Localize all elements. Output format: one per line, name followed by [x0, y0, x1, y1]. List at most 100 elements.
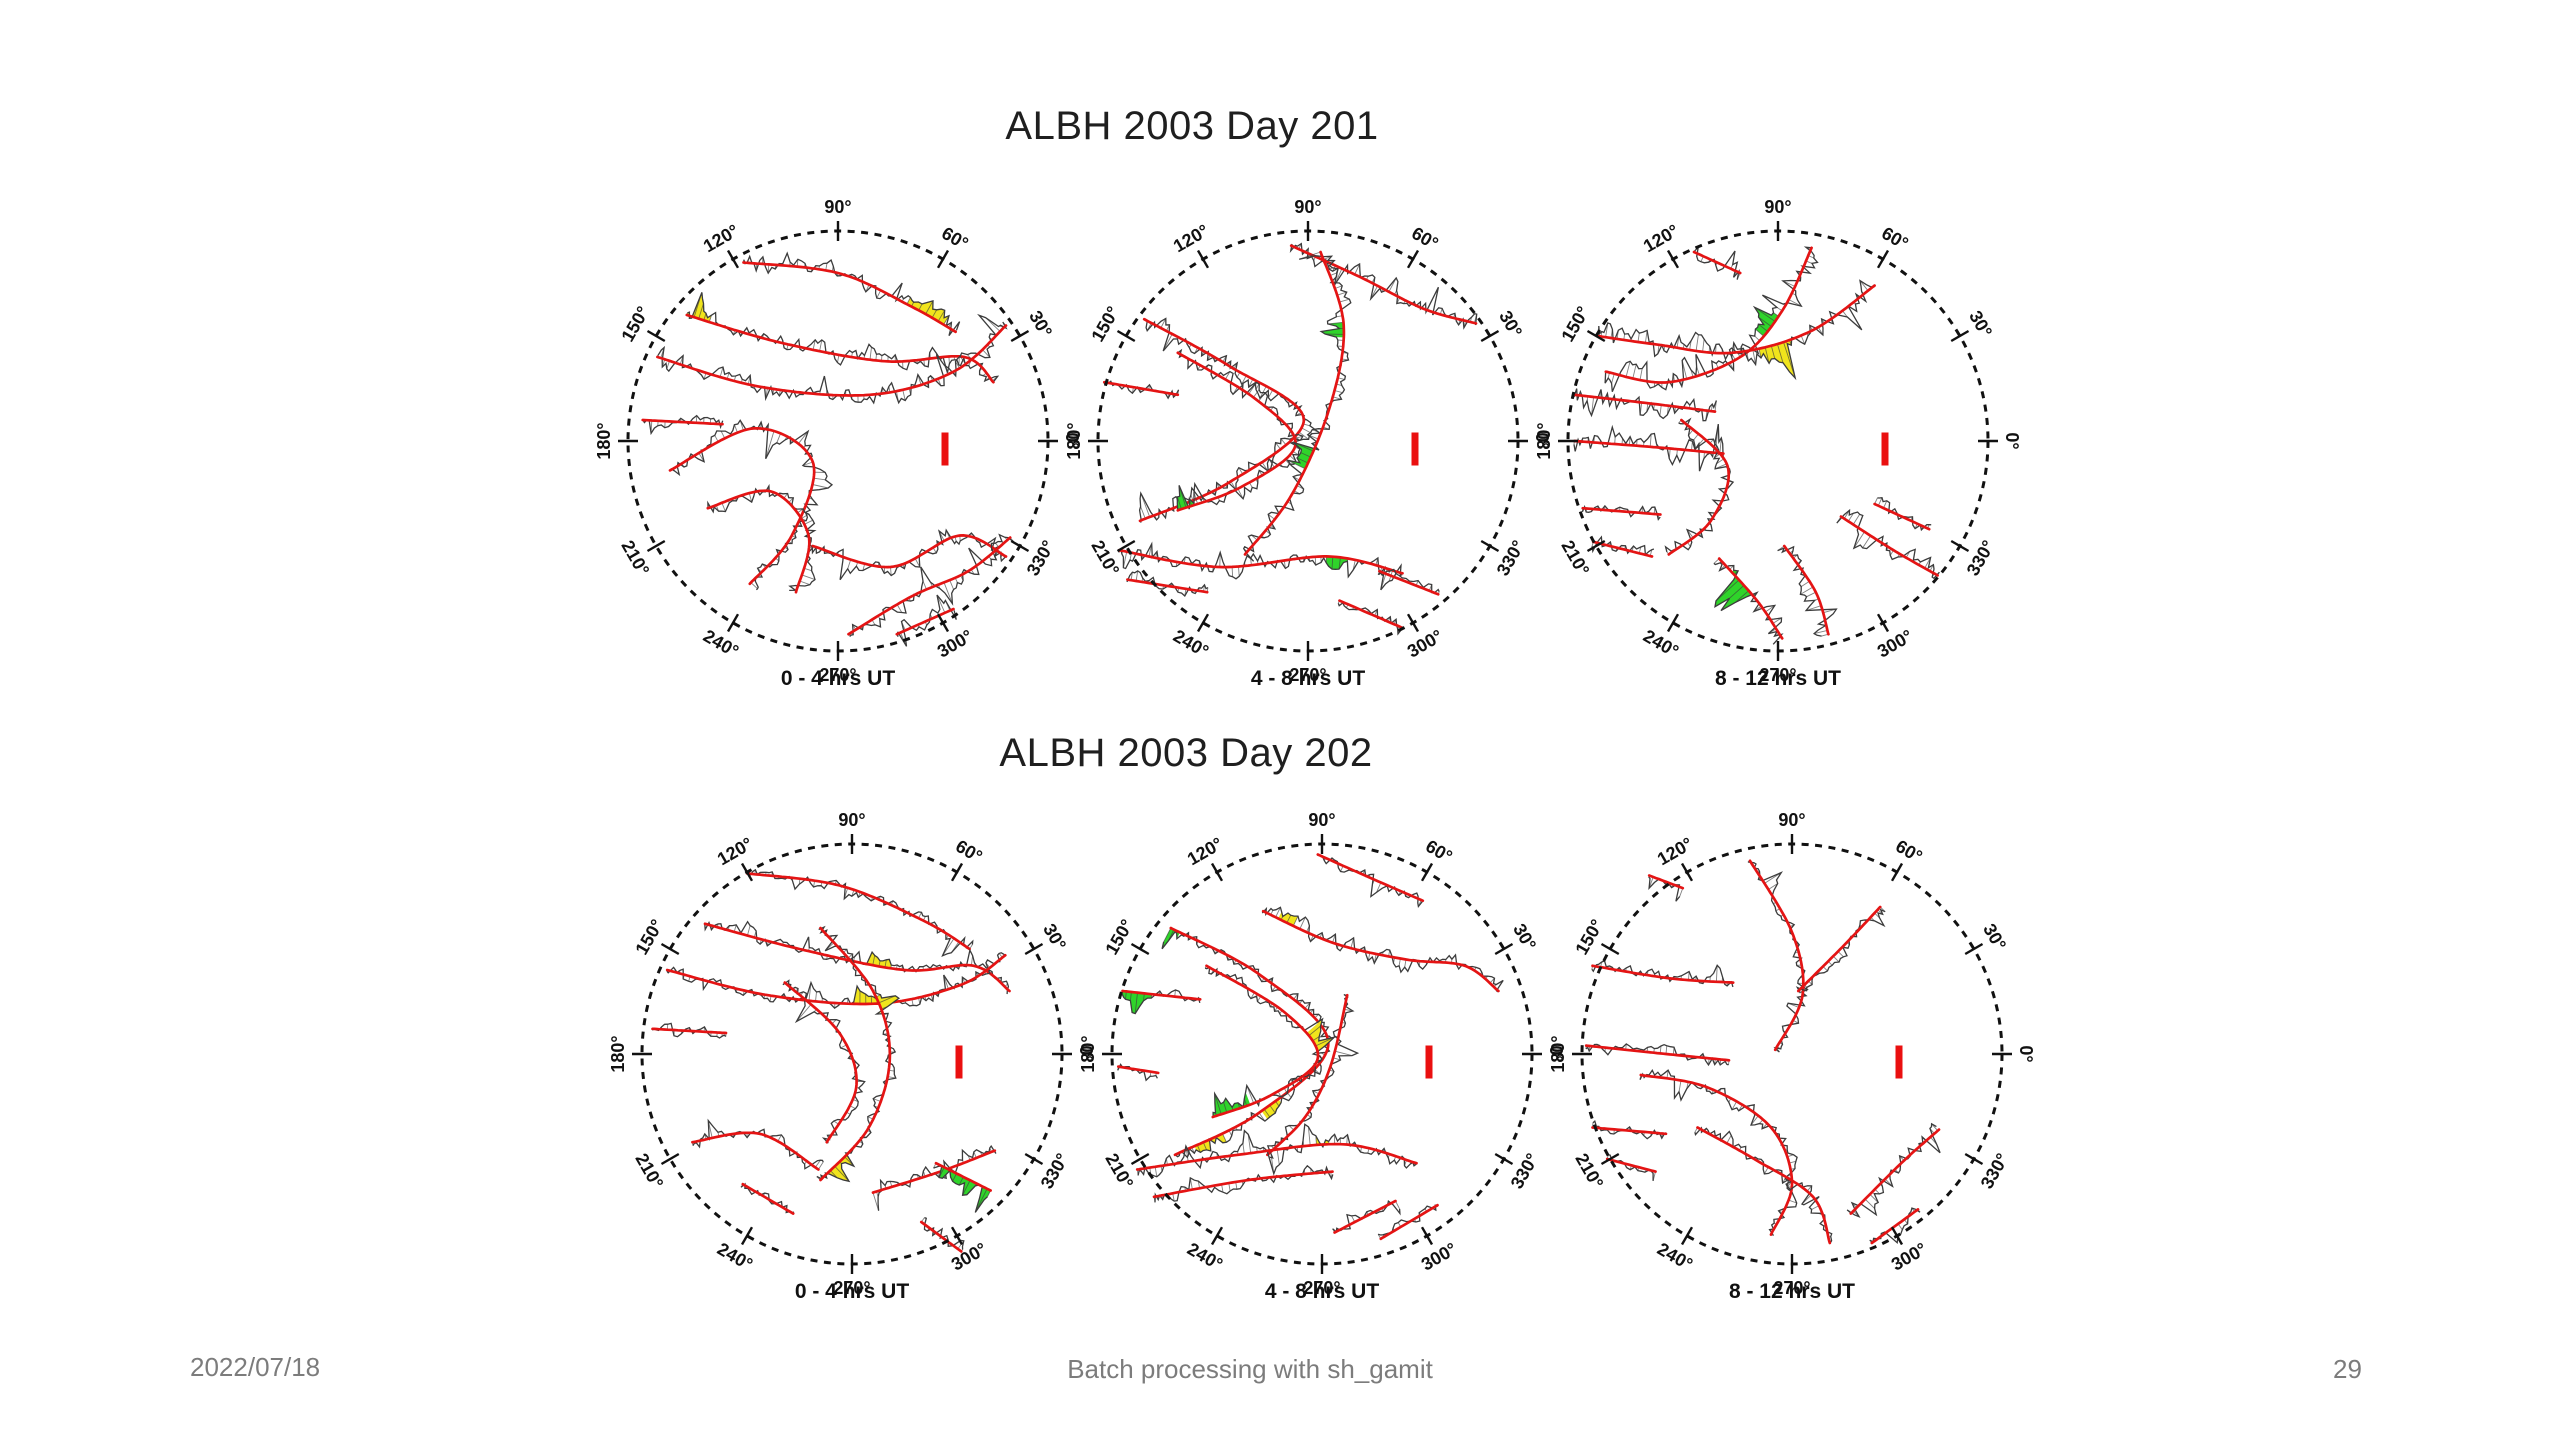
sky-plot-day201-8-12: 0° 30° 60° 90° 120° 150° 180° 210° 240° 270° 300° 3… — [1534, 197, 2022, 685]
residual-fill-negative — [1278, 911, 1298, 926]
slide-title-day201: ALBH 2003 Day 201 — [1005, 104, 1379, 148]
track-red-line — [1584, 1044, 1731, 1062]
azimuth-tick — [1964, 1152, 1984, 1166]
azimuth-tick — [1666, 249, 1680, 269]
residual-trace — [1103, 380, 1180, 400]
track — [1713, 557, 1784, 645]
residual-hatch — [1777, 545, 1837, 637]
residual-scale-bar — [1895, 1045, 1903, 1079]
azimuth-label: 30° — [1509, 920, 1540, 954]
track-red-line — [1135, 1142, 1418, 1171]
satellite-tracks — [1102, 242, 1478, 636]
azimuth-label: 180° — [1078, 1035, 1098, 1072]
residual-fill-positive — [1326, 556, 1348, 570]
residual-hatch — [1606, 1154, 1656, 1182]
track — [1605, 1154, 1657, 1182]
azimuth-label: 0° — [2002, 432, 2022, 449]
azimuth-label: 210° — [1571, 1150, 1607, 1192]
track-red-line — [641, 418, 724, 426]
azimuth-tick — [646, 329, 666, 343]
azimuth-label: 210° — [1101, 1150, 1137, 1192]
track — [1692, 245, 1742, 280]
residual-trace — [1317, 854, 1424, 909]
track — [1121, 989, 1202, 1015]
residual-scale-bar — [955, 1045, 963, 1079]
track-red-line — [1581, 506, 1662, 516]
track — [871, 1144, 997, 1211]
residual-trace — [1877, 496, 1932, 532]
residual-fill-positive — [938, 1164, 991, 1213]
track — [1261, 906, 1504, 993]
track-red-line — [871, 1149, 997, 1194]
slide-title-day202: ALBH 2003 Day 202 — [999, 731, 1373, 775]
azimuth-label: 240° — [1654, 1239, 1696, 1275]
track-red-line — [1261, 909, 1500, 993]
azimuth-label: 150° — [1571, 916, 1607, 958]
azimuth-tick — [1420, 1226, 1434, 1246]
azimuth-tick — [646, 539, 666, 553]
azimuth-tick — [1024, 1152, 1044, 1166]
track-red-line — [1102, 380, 1180, 397]
plot-caption-day202-4-8: 4 - 8 hrs UT — [1264, 1280, 1380, 1303]
track-red-line — [706, 489, 811, 594]
residual-trace — [811, 528, 1007, 581]
azimuth-tick — [1196, 249, 1210, 269]
residual-scale-bar — [1881, 432, 1889, 466]
sky-plot-day202-0-4: 0°30°60°90°120°150°180°210°240°270°300°3… — [608, 810, 1096, 1298]
track — [1572, 423, 1725, 472]
track-red-line — [819, 926, 892, 1182]
satellite-tracks — [651, 868, 1011, 1253]
track-red-line — [1639, 1073, 1794, 1236]
azimuth-tick — [1420, 862, 1434, 882]
residual-hatch — [691, 1120, 824, 1170]
azimuth-tick — [660, 1152, 680, 1166]
track — [1337, 599, 1404, 636]
azimuth-label: 150° — [1087, 303, 1123, 345]
track — [703, 920, 1011, 995]
track — [1591, 1120, 1668, 1140]
azimuth-label: 270° — [1303, 1278, 1340, 1298]
track-red-line — [1796, 905, 1882, 993]
residual-trace — [1604, 246, 1819, 392]
azimuth-tick — [1130, 942, 1150, 956]
azimuth-tick — [1480, 539, 1500, 553]
azimuth-tick — [936, 613, 950, 633]
track-red-line — [1121, 989, 1202, 1001]
residual-fill-positive — [1212, 1092, 1251, 1118]
track-red-line — [1596, 284, 1876, 355]
azimuth-label: 270° — [819, 665, 856, 685]
track-red-line — [1117, 548, 1404, 575]
azimuth-tick — [1494, 1152, 1514, 1166]
azimuth-tick — [1024, 942, 1044, 956]
track — [1869, 1207, 1921, 1245]
sky-plot-day202-8-12: 0° 30° 60° 90° 120° 150° 180° 210° 240° 270° 300° 3… — [1548, 810, 2036, 1298]
residual-hatch — [686, 292, 998, 382]
track — [847, 533, 1014, 637]
residual-hatch — [1666, 419, 1734, 555]
track — [668, 419, 834, 591]
residual-fill-negative — [850, 986, 878, 1004]
track-red-line — [1849, 1128, 1941, 1215]
track-red-line — [1176, 351, 1297, 512]
azimuth-tick — [1586, 329, 1606, 343]
track-red-line — [1696, 1126, 1832, 1245]
track-red-line — [1572, 393, 1717, 413]
azimuth-label: 240° — [1640, 626, 1682, 662]
residual-hatch — [1639, 1070, 1797, 1234]
track-red-line — [1667, 418, 1731, 556]
residual-trace — [1591, 959, 1734, 988]
azimuth-tick — [1876, 249, 1890, 269]
azimuth-label: 270° — [1759, 665, 1796, 685]
track-red-line — [1839, 515, 1939, 577]
residual-trace — [782, 979, 866, 1144]
footer-page-number: 29 — [2333, 1354, 2362, 1384]
plot-caption-day202-0-4: 0 - 4 hrs UT — [794, 1280, 910, 1303]
azimuth-tick — [950, 1226, 964, 1246]
track-red-line — [745, 872, 971, 951]
track — [1873, 496, 1932, 532]
azimuth-ring: 0° 30° 60° 90° 120° 150° 180° 210° 240° 270° 300° 3… — [1548, 810, 2036, 1298]
azimuth-tick — [1494, 942, 1514, 956]
residual-trace — [1138, 317, 1322, 523]
track — [1591, 959, 1735, 988]
